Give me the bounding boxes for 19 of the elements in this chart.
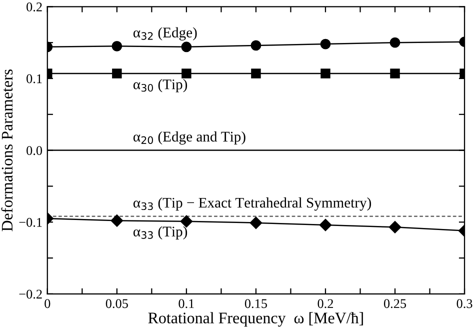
x-axis-title: Rotational Frequency ω [MeV/ħ] — [148, 312, 363, 327]
y-tick-label: −0.2 — [19, 290, 42, 299]
x-tick-label: 0 — [44, 299, 50, 308]
x-tick-label: 0.1 — [178, 299, 194, 308]
y-tick-label: 0.2 — [26, 2, 42, 12]
x-tick-label: 0.2 — [318, 299, 333, 308]
legend-label: α$_{32}$ (Edge) — [133, 27, 197, 40]
series-label: α$_{33}$ (Tip) — [133, 226, 188, 240]
series-label: α$_{20}$ (Edge and Tip) — [133, 131, 246, 145]
x-tick-label: 0.05 — [106, 299, 128, 308]
series-label: α$_{33}$ (Tip − Exact Tetrahedral Symmetry) — [133, 197, 372, 211]
y-tick-label: 0.0 — [26, 146, 42, 156]
x-tick-label: 0.3 — [456, 299, 472, 308]
y-tick-label: 0.1 — [26, 74, 42, 84]
x-tick-label: 0.15 — [244, 299, 267, 308]
x-tick-label: 0.25 — [384, 299, 406, 308]
y-tick-label: −0.1 — [19, 218, 42, 227]
y-axis-title: Deformations Parameters — [1, 69, 13, 232]
series-label: α$_{30}$ (Tip) — [133, 79, 188, 92]
